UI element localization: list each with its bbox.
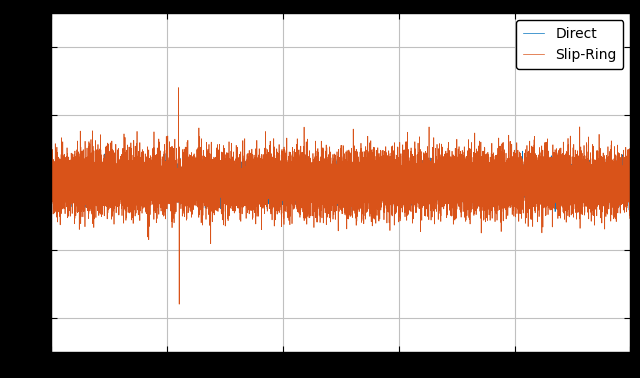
Legend: Direct, Slip-Ring: Direct, Slip-Ring	[516, 20, 623, 69]
Direct	[589, 184, 596, 189]
Slip-Ring	[627, 197, 634, 201]
Slip-Ring	[175, 302, 183, 307]
Line: Slip-Ring: Slip-Ring	[51, 88, 630, 304]
Direct	[192, 174, 200, 178]
Slip-Ring	[175, 85, 182, 90]
Direct	[347, 210, 355, 214]
Slip-Ring	[397, 199, 405, 204]
Slip-Ring	[462, 160, 470, 164]
Direct	[519, 149, 527, 153]
Direct	[627, 183, 634, 187]
Slip-Ring	[321, 203, 329, 208]
Slip-Ring	[419, 170, 427, 174]
Line: Direct: Direct	[51, 151, 630, 212]
Direct	[462, 173, 470, 177]
Slip-Ring	[589, 171, 596, 175]
Slip-Ring	[47, 193, 55, 197]
Slip-Ring	[192, 192, 200, 196]
Direct	[321, 184, 329, 188]
Direct	[47, 166, 55, 171]
Direct	[419, 170, 427, 174]
Direct	[397, 166, 405, 171]
